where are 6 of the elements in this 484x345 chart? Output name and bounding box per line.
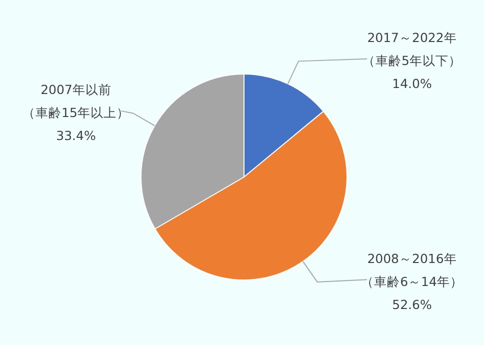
data-label: 14.0% <box>392 76 432 92</box>
slice-label: 2008～2016年（車齢6～14年） <box>361 250 463 289</box>
slice-label: 2007年以前（車齢15年以上） <box>22 82 130 120</box>
slice-label: 2017～2022年（車齢5年以下） <box>362 30 462 68</box>
data-label: 52.6% <box>392 296 432 312</box>
data-label: 33.4% <box>56 128 96 144</box>
